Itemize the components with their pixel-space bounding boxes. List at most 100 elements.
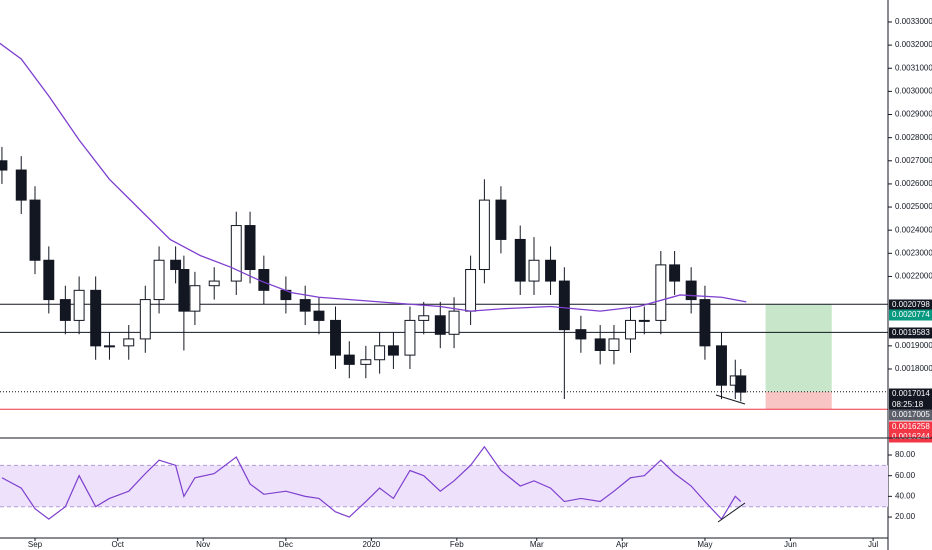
y-tick-label: 80.00 — [895, 450, 916, 459]
x-tick-label: Dec — [279, 540, 293, 549]
price-label-bg — [889, 309, 932, 321]
candle-body — [139, 299, 151, 340]
y-tick-label: 0.0019000 — [895, 341, 932, 350]
candle-body — [404, 319, 416, 356]
candle-body — [685, 280, 697, 301]
candle-body — [189, 285, 201, 312]
candle-body — [545, 259, 557, 282]
moving-average — [0, 42, 747, 312]
candle-body — [208, 280, 220, 287]
x-tick-label: Apr — [616, 540, 629, 549]
candle-body — [465, 269, 477, 312]
x-tick-label: Mar — [530, 540, 544, 549]
y-tick-label: 40.00 — [895, 491, 916, 500]
rsi-line — [1, 445, 742, 521]
y-tick-label: 0.0029000 — [895, 110, 932, 119]
candle-body — [716, 345, 727, 386]
y-tick-label: 0.0022000 — [895, 272, 932, 281]
price-label: 0.0017014 — [892, 389, 930, 398]
x-tick-label: Feb — [450, 540, 464, 549]
y-tick-label: 0.0024000 — [895, 225, 932, 234]
x-tick-label: Jul — [868, 540, 878, 549]
candle-body — [15, 169, 27, 201]
candle-body — [655, 264, 667, 321]
candle-body — [594, 338, 606, 351]
y-tick-label: 0.0027000 — [895, 156, 932, 165]
candle-body — [153, 259, 165, 301]
candle-body — [123, 338, 135, 347]
price-label: 0.0020774 — [892, 310, 930, 319]
profit-zone — [765, 304, 832, 392]
candle-body — [29, 199, 41, 261]
candle-body — [418, 315, 430, 321]
price-label: 08:25:18 — [892, 400, 924, 409]
y-tick-label: 0.0018000 — [895, 364, 932, 373]
candle-body — [374, 345, 386, 361]
price-label-bg — [889, 409, 932, 421]
x-tick-label: Oct — [111, 540, 124, 549]
price-label: 0.0019583 — [892, 328, 930, 337]
candle-body — [625, 319, 636, 340]
y-tick-label: 0.0025000 — [895, 202, 932, 211]
candle-body — [299, 299, 311, 312]
price-label-bg — [889, 399, 932, 411]
candle-body — [478, 199, 490, 271]
candle-body — [90, 289, 102, 347]
candle-body — [230, 225, 242, 282]
candle-body — [258, 269, 270, 291]
y-tick-label: 0.0031000 — [895, 63, 932, 72]
candle-body — [669, 264, 681, 282]
candle-body — [528, 259, 540, 282]
candle-body — [699, 299, 711, 347]
price-label-bg — [889, 388, 932, 400]
y-tick-label: 0.0032000 — [895, 40, 932, 49]
candle-body — [558, 280, 570, 331]
price-label: 0.0016258 — [892, 422, 930, 431]
y-tick-label: 0.0023000 — [895, 248, 932, 257]
candle-body — [735, 375, 747, 393]
price-label-bg — [889, 327, 932, 339]
candle-body — [514, 238, 526, 282]
candle-body — [387, 345, 399, 356]
candle-body — [360, 359, 372, 365]
price-label-bg — [889, 431, 932, 443]
y-tick-label: 0.0033000 — [895, 17, 932, 26]
candle-body — [59, 299, 71, 321]
x-tick-label: Nov — [196, 540, 210, 549]
y-tick-label: 60.00 — [895, 471, 916, 480]
candle-body — [434, 315, 446, 335]
candle-body — [73, 289, 85, 321]
y-tick-label: 0.0028000 — [895, 133, 932, 142]
candle-body — [313, 310, 325, 321]
y-tick-label: 20.00 — [895, 512, 916, 521]
price-label: 0.0016244 — [892, 432, 930, 441]
rsi-band — [0, 465, 888, 507]
trend-line — [715, 394, 746, 405]
candle-body — [448, 310, 460, 335]
x-tick-label: Jun — [784, 540, 797, 549]
candle-body — [575, 329, 587, 340]
price-label: 0.0017005 — [892, 410, 930, 419]
price-label: 0.0020798 — [892, 300, 930, 309]
x-tick-label: Sep — [28, 540, 43, 549]
x-tick-label: 2020 — [362, 540, 380, 549]
candle-body — [495, 199, 507, 240]
candle-body — [0, 160, 8, 171]
candle-body — [343, 354, 355, 365]
loss-zone — [765, 391, 832, 410]
x-tick-label: May — [697, 540, 712, 549]
candle-body — [103, 345, 115, 348]
price-label-bg — [889, 421, 932, 433]
y-tick-label: 0.0026000 — [895, 179, 932, 188]
price-label-bg — [889, 299, 932, 311]
candle-body — [330, 319, 341, 356]
candle-body — [178, 269, 190, 312]
rsi-trend-line — [717, 502, 746, 523]
candle-body — [170, 259, 182, 271]
candle-body — [43, 259, 55, 301]
candle-body — [638, 319, 650, 322]
candle-body — [608, 338, 620, 351]
y-tick-label: 0.0030000 — [895, 86, 932, 95]
candle-body — [244, 225, 256, 271]
